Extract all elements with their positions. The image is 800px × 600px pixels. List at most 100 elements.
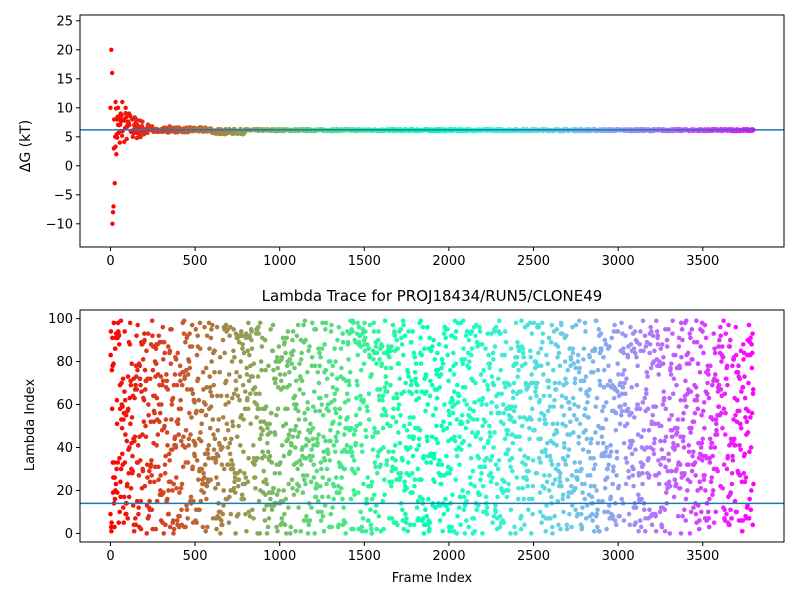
lambda-point	[721, 462, 727, 467]
lambda-point	[335, 430, 341, 435]
lambda-point	[308, 458, 313, 463]
lambda-point	[428, 460, 434, 465]
lambda-point	[322, 458, 328, 463]
lambda-point	[112, 524, 117, 530]
lambda-point	[603, 417, 609, 422]
lambda-point	[219, 462, 225, 467]
lambda-point	[287, 357, 293, 362]
lambda-point	[605, 509, 611, 515]
lambda-point	[712, 346, 717, 351]
lambda-point	[695, 488, 700, 493]
lambda-point	[271, 485, 277, 491]
lambda-point	[660, 402, 666, 407]
lambda-point	[356, 339, 362, 345]
lambda-point	[192, 443, 198, 448]
lambda-point	[655, 342, 661, 347]
lambda-point	[363, 427, 368, 433]
lambda-point	[708, 479, 714, 485]
lambda-point	[183, 339, 188, 345]
lambda-point	[703, 488, 708, 493]
lambda-point	[250, 374, 255, 379]
lambda-point	[583, 329, 588, 334]
lambda-point	[132, 395, 137, 401]
lambda-point	[166, 451, 172, 457]
lambda-point	[214, 475, 219, 480]
lambda-point	[555, 354, 560, 360]
lambda-point	[435, 350, 440, 356]
lambda-point	[393, 466, 399, 472]
lambda-point	[691, 505, 696, 510]
lambda-point	[471, 408, 476, 414]
lambda-point	[607, 344, 612, 349]
lambda-point	[229, 458, 234, 463]
lambda-point	[556, 522, 561, 528]
lambda-point	[636, 528, 641, 534]
lambda-point	[668, 361, 674, 367]
lambda-point	[444, 425, 450, 431]
x-tick-label: 0	[106, 254, 114, 269]
lambda-point	[625, 406, 631, 412]
lambda-point	[277, 470, 282, 476]
lambda-point	[480, 483, 486, 489]
lambda-point	[127, 320, 133, 326]
lambda-point	[352, 470, 358, 476]
x-tick-label: 500	[183, 254, 208, 269]
lambda-point	[727, 344, 733, 349]
lambda-point	[568, 483, 574, 489]
lambda-point	[243, 335, 249, 341]
lambda-point	[698, 485, 704, 491]
lambda-point	[177, 513, 182, 519]
lambda-point	[447, 470, 453, 476]
lambda-point	[302, 318, 308, 324]
lambda-point	[333, 449, 338, 455]
lambda-point	[179, 382, 185, 388]
lambda-point	[712, 445, 718, 450]
lambda-point	[182, 445, 188, 450]
lambda-point	[185, 460, 191, 465]
lambda-point	[213, 458, 219, 463]
lambda-point	[480, 395, 486, 401]
lambda-point	[310, 425, 316, 431]
lambda-point	[265, 449, 271, 455]
lambda-point	[390, 415, 396, 420]
lambda-point	[695, 406, 701, 412]
lambda-point	[745, 430, 751, 435]
lambda-point	[353, 412, 359, 418]
lambda-point	[726, 322, 731, 328]
lambda-point	[192, 453, 198, 459]
lambda-point	[434, 423, 439, 429]
lambda-point	[412, 477, 418, 483]
lambda-point	[359, 443, 364, 448]
lambda-point	[374, 470, 380, 476]
lambda-point	[132, 438, 137, 444]
lambda-point	[622, 391, 628, 397]
lambda-point	[290, 337, 295, 343]
lambda-point	[224, 393, 230, 399]
lambda-point	[600, 408, 605, 414]
lambda-point	[148, 462, 154, 467]
lambda-point	[378, 462, 383, 467]
lambda-point	[258, 359, 264, 364]
lambda-point	[738, 447, 743, 452]
lambda-point	[699, 440, 705, 446]
lambda-point	[272, 432, 278, 437]
lambda-point	[355, 320, 360, 326]
lambda-point	[211, 447, 217, 452]
lambda-point	[381, 445, 386, 450]
lambda-point	[249, 329, 254, 334]
y-tick-label: 10	[56, 101, 73, 116]
lambda-point	[311, 389, 317, 394]
lambda-point	[323, 327, 328, 332]
lambda-point	[557, 380, 562, 386]
lambda-point	[575, 359, 581, 364]
lambda-point	[532, 389, 538, 394]
lambda-point	[409, 391, 415, 397]
lambda-point	[114, 421, 120, 427]
lambda-point	[231, 327, 236, 332]
lambda-point	[150, 367, 156, 373]
lambda-point	[434, 395, 440, 401]
lambda-point	[707, 436, 713, 442]
lambda-point	[351, 458, 357, 463]
lambda-point	[219, 522, 225, 528]
